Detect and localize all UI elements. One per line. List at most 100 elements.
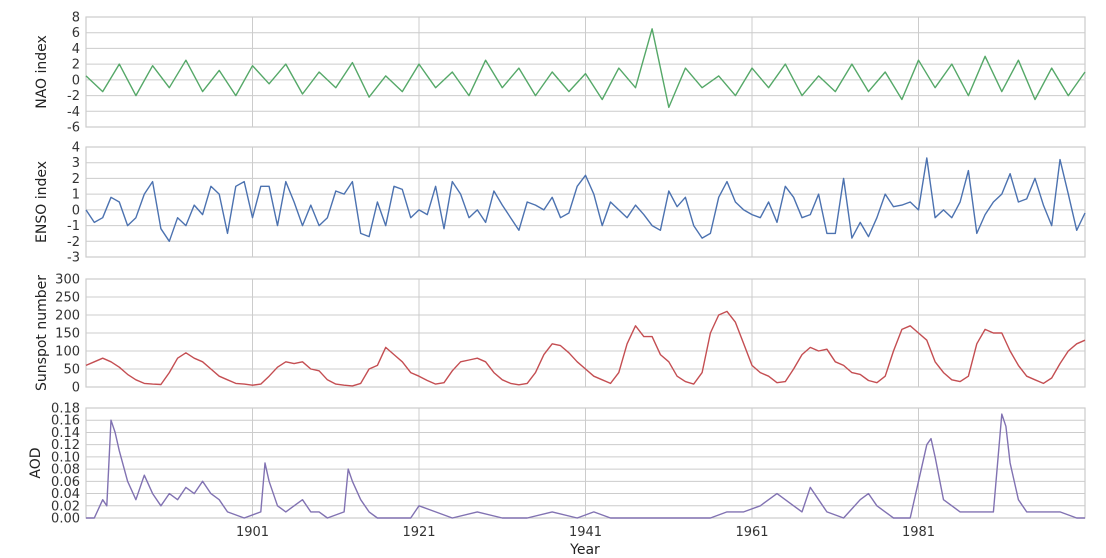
y-tick-label: 4 — [72, 141, 80, 156]
data-point — [1043, 205, 1044, 206]
data-point — [402, 91, 403, 92]
data-point — [652, 225, 653, 226]
data-point — [685, 67, 686, 68]
data-point — [1001, 194, 1002, 195]
data-point — [177, 217, 178, 218]
data-point — [269, 186, 270, 187]
data-point — [410, 217, 411, 218]
data-point — [418, 505, 419, 506]
data-point — [1005, 426, 1006, 427]
data-point — [843, 178, 844, 179]
data-point — [660, 230, 661, 231]
data-point — [252, 217, 253, 218]
y-tick-label: 0.00 — [51, 512, 80, 527]
data-point — [943, 372, 944, 373]
data-point — [635, 87, 636, 88]
data-point — [1034, 99, 1035, 100]
data-point — [527, 201, 528, 202]
y-axis-label: AOD — [28, 447, 44, 478]
data-point — [710, 517, 711, 518]
data-point — [560, 345, 561, 346]
data-point — [144, 475, 145, 476]
data-point — [485, 60, 486, 61]
data-point — [102, 358, 103, 359]
y-tick-label: 100 — [55, 345, 80, 360]
data-point — [876, 217, 877, 218]
data-point — [668, 361, 669, 362]
data-point — [843, 517, 844, 518]
data-point — [260, 511, 261, 512]
data-point — [743, 343, 744, 344]
data-point — [776, 222, 777, 223]
data-point — [319, 511, 320, 512]
data-point — [535, 95, 536, 96]
data-point — [893, 350, 894, 351]
data-point — [477, 358, 478, 359]
series-line-sunspot — [85, 310, 1086, 387]
data-point — [219, 499, 220, 500]
data-point — [244, 384, 245, 385]
data-point — [993, 201, 994, 202]
y-tick-label: 0 — [72, 381, 80, 396]
data-point — [102, 91, 103, 92]
data-point — [368, 236, 369, 237]
data-point — [294, 201, 295, 202]
data-point — [1034, 379, 1035, 380]
data-point — [726, 511, 727, 512]
y-tick-label: -4 — [67, 105, 80, 120]
data-point — [751, 214, 752, 215]
data-point — [202, 91, 203, 92]
data-point — [985, 56, 986, 57]
y-tick-label: 0.14 — [51, 426, 80, 441]
data-point — [1076, 517, 1077, 518]
y-tick-label: 2 — [72, 58, 80, 73]
data-point — [1009, 173, 1010, 174]
data-point — [1009, 462, 1010, 463]
data-point — [901, 99, 902, 100]
data-point — [269, 83, 270, 84]
data-point — [585, 73, 586, 74]
data-point — [468, 217, 469, 218]
data-point — [960, 511, 961, 512]
data-point — [685, 197, 686, 198]
data-point — [568, 212, 569, 213]
data-point — [935, 361, 936, 362]
y-tick-label: 6 — [72, 26, 80, 41]
data-point — [1018, 60, 1019, 61]
data-point — [910, 517, 911, 518]
data-point — [885, 71, 886, 72]
data-point — [252, 385, 253, 386]
data-point — [510, 383, 511, 384]
data-point — [618, 209, 619, 210]
y-tick-label: 0.10 — [51, 450, 80, 465]
y-tick-label: -3 — [67, 251, 80, 266]
data-point — [776, 493, 777, 494]
data-point — [302, 225, 303, 226]
data-point — [360, 499, 361, 500]
data-point — [726, 311, 727, 312]
data-point — [360, 233, 361, 234]
data-point — [593, 376, 594, 377]
data-point — [219, 70, 220, 71]
data-point — [568, 352, 569, 353]
data-point — [435, 87, 436, 88]
data-point — [918, 209, 919, 210]
data-point — [627, 217, 628, 218]
data-point — [568, 91, 569, 92]
data-point — [352, 385, 353, 386]
data-point — [352, 481, 353, 482]
data-point — [710, 332, 711, 333]
data-point — [169, 87, 170, 88]
y-tick-label: 300 — [55, 273, 80, 288]
data-point — [552, 71, 553, 72]
data-point — [510, 217, 511, 218]
data-point — [960, 201, 961, 202]
data-point — [418, 64, 419, 65]
data-point — [1084, 71, 1085, 72]
data-point — [810, 487, 811, 488]
data-point — [943, 499, 944, 500]
data-point — [585, 175, 586, 176]
data-point — [985, 329, 986, 330]
data-point — [926, 157, 927, 158]
